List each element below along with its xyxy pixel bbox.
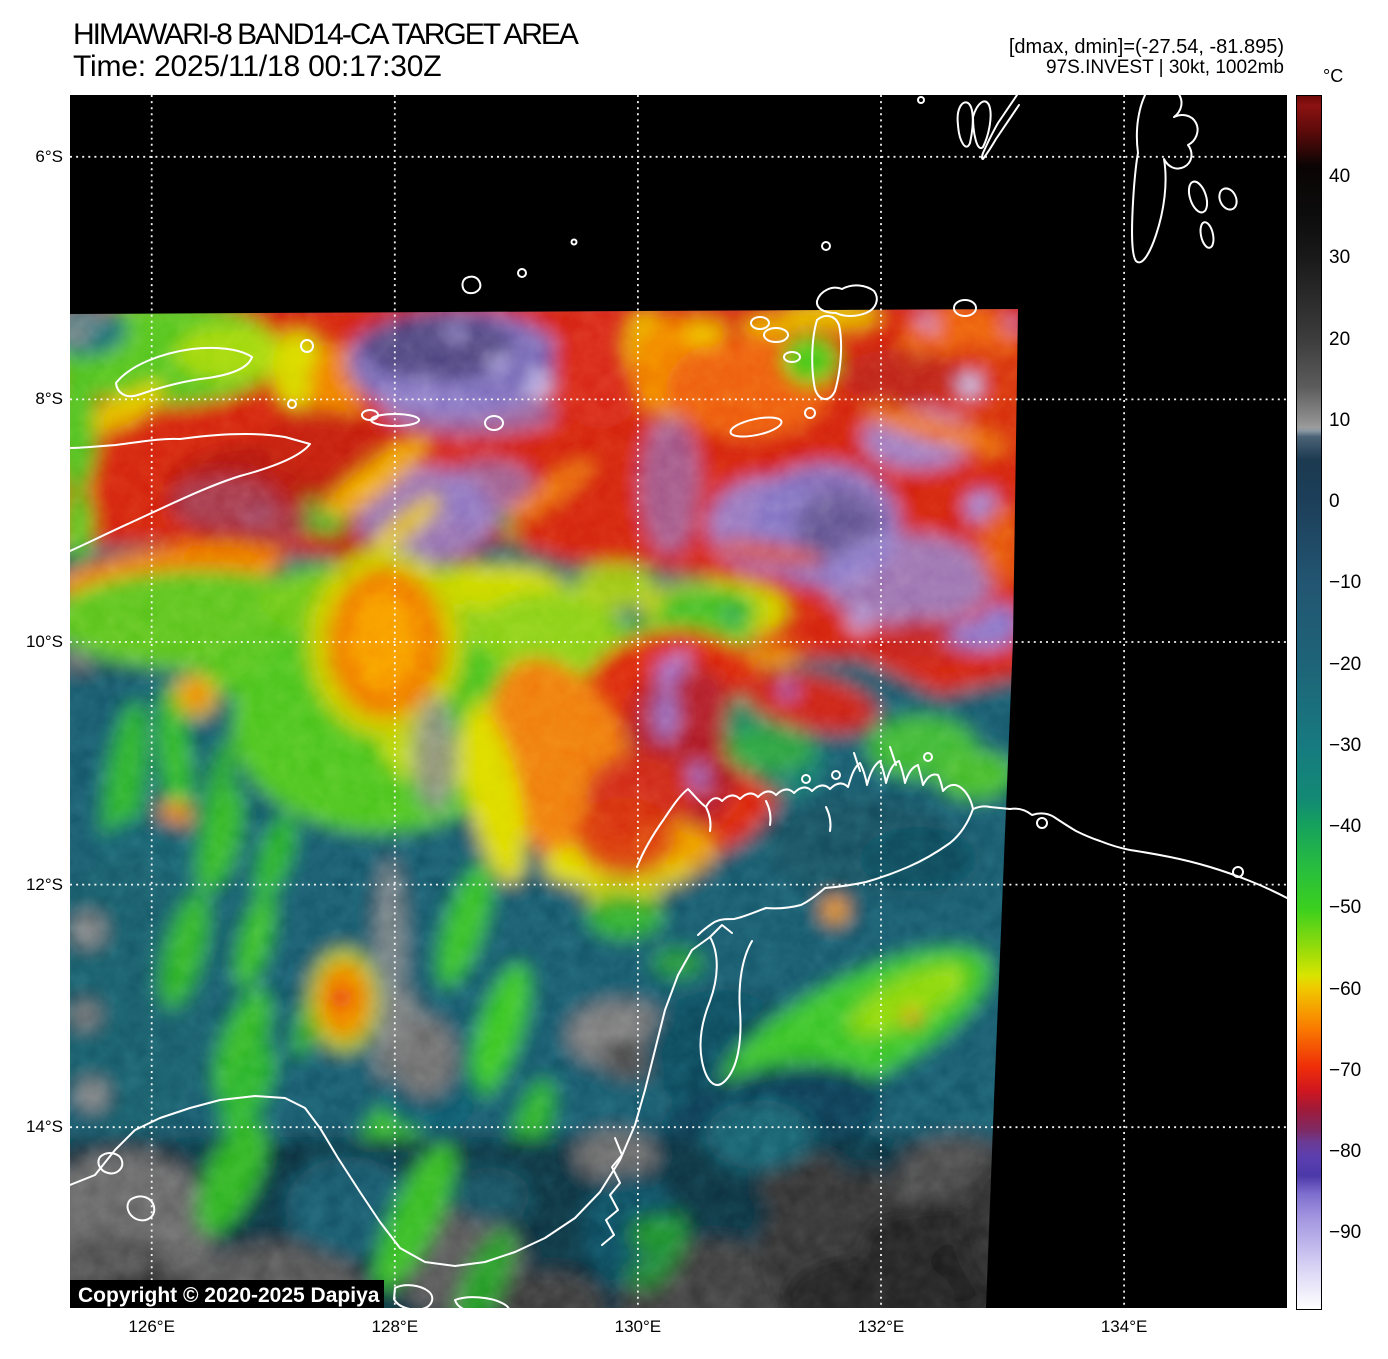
svg-text:Copyright © 2020-2025 Dapiya: Copyright © 2020-2025 Dapiya	[78, 1284, 380, 1307]
